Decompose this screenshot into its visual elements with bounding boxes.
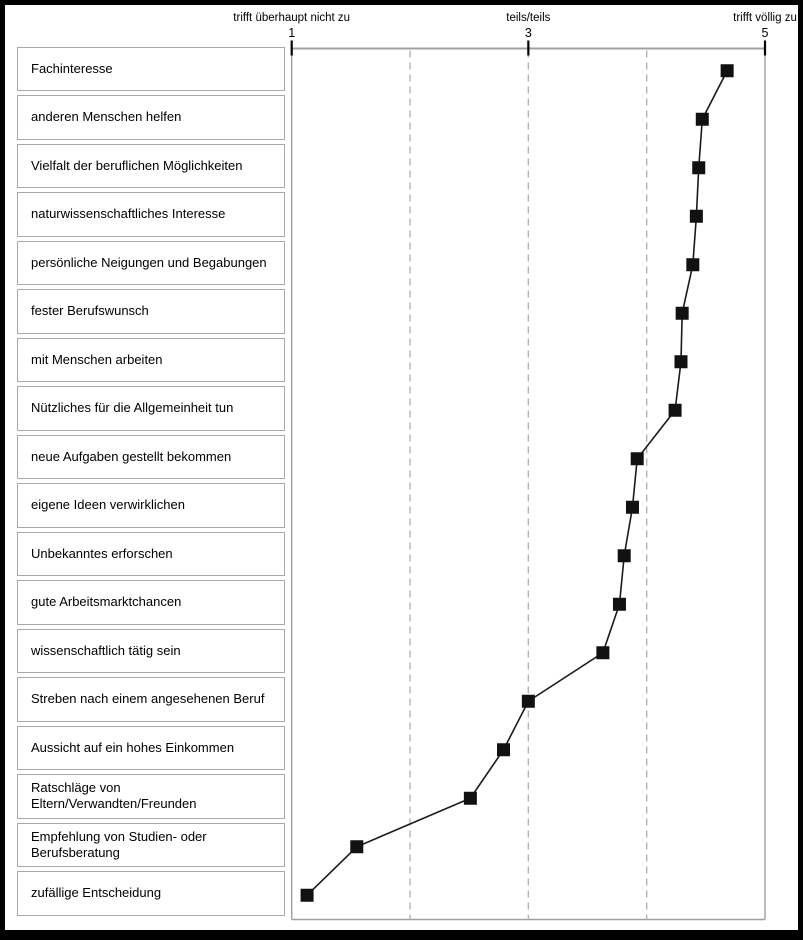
data-point-marker (300, 888, 314, 902)
axis-tick-label-3: 3 (524, 26, 532, 40)
category-label: Streben nach einem angesehenen Beruf (17, 677, 285, 722)
category-label: Ratschläge von Eltern/Verwandten/Freunde… (17, 774, 285, 819)
category-label-text: anderen Menschen helfen (31, 109, 182, 125)
category-label-text: Ratschläge von Eltern/Verwandten/Freunde… (31, 780, 197, 812)
category-label: eigene Ideen verwirklichen (17, 483, 285, 528)
category-label: Vielfalt der beruflichen Möglichkeiten (17, 143, 285, 188)
category-label-text: Empfehlung von Studien- oder Berufsberat… (31, 828, 207, 860)
category-label-text: Nützliches für die Allgemeinheit tun (31, 400, 234, 416)
data-point-marker (596, 646, 610, 660)
category-label: Empfehlung von Studien- oder Berufsberat… (17, 822, 285, 867)
data-point-marker (497, 743, 511, 757)
data-point-marker (463, 791, 477, 805)
category-label-text: gute Arbeitsmarktchancen (31, 594, 182, 610)
category-label-text: neue Aufgaben gestellt bekommen (31, 448, 232, 464)
category-label: Nützliches für die Allgemeinheit tun (17, 386, 285, 431)
category-label: mit Menschen arbeiten (17, 337, 285, 382)
category-label-text: eigene Ideen verwirklichen (31, 497, 185, 513)
category-label-text: wissenschaftlich tätig sein (31, 642, 181, 658)
data-point-marker (668, 403, 682, 417)
category-label-text: Fachinteresse (31, 60, 113, 76)
axis-tick-label-1: 1 (288, 26, 296, 40)
category-label-text: persönliche Neigungen und Begabungen (31, 254, 267, 270)
category-label: Unbekanntes erforschen (17, 531, 285, 576)
data-point-marker (521, 694, 535, 708)
data-point-marker (612, 597, 626, 611)
data-point-marker (630, 452, 644, 466)
category-label-text: Unbekanntes erforschen (31, 545, 173, 561)
category-label-text: zufällige Entscheidung (31, 885, 162, 901)
axis-caption-5: trifft völlig zu (733, 12, 797, 24)
category-label-text: Aussicht auf ein hohes Einkommen (31, 739, 235, 755)
axis-caption-1: trifft überhaupt nicht zu (233, 12, 351, 24)
axis-tick-label-5: 5 (761, 26, 769, 40)
axis-caption-3: teils/teils (506, 12, 551, 24)
category-label: naturwissenschaftliches Interesse (17, 192, 285, 237)
data-point-marker (720, 64, 734, 78)
data-point-marker (675, 306, 689, 320)
data-point-marker (625, 500, 639, 514)
data-point-marker (674, 355, 688, 369)
category-label-text: Vielfalt der beruflichen Möglichkeiten (31, 157, 243, 173)
category-label: wissenschaftlich tätig sein (17, 628, 285, 673)
category-label: fester Berufswunsch (17, 289, 285, 334)
data-point-marker (350, 840, 364, 854)
category-label: gute Arbeitsmarktchancen (17, 580, 285, 625)
data-point-marker (689, 209, 703, 223)
category-label: zufällige Entscheidung (17, 871, 285, 916)
category-label-text: Streben nach einem angesehenen Beruf (31, 691, 265, 707)
category-label: anderen Menschen helfen (17, 95, 285, 140)
data-point-marker (692, 161, 706, 175)
category-label: neue Aufgaben gestellt bekommen (17, 434, 285, 479)
category-label-text: naturwissenschaftliches Interesse (31, 206, 226, 222)
category-label-text: fester Berufswunsch (31, 303, 149, 319)
series-line (306, 70, 728, 896)
data-point-marker (617, 549, 631, 563)
category-label-text: mit Menschen arbeiten (31, 351, 163, 367)
category-label: persönliche Neigungen und Begabungen (17, 240, 285, 285)
category-label: Aussicht auf ein hohes Einkommen (17, 725, 285, 770)
category-label: Fachinteresse (17, 46, 285, 91)
data-point-marker (686, 258, 700, 272)
data-point-marker (695, 112, 709, 126)
